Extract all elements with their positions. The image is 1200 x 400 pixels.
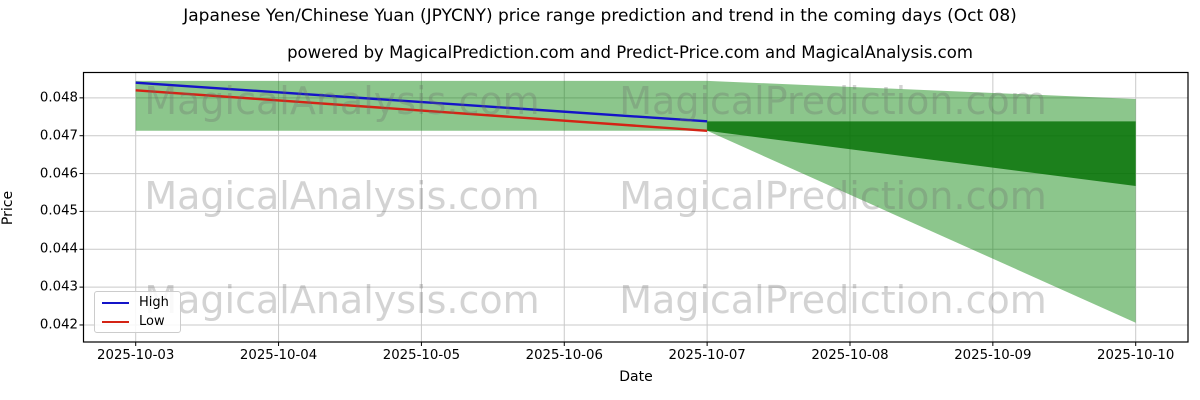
x-tick-label: 2025-10-10 xyxy=(1097,348,1175,363)
watermark-text: MagicalAnalysis.com xyxy=(144,278,540,322)
chart-title: Japanese Yen/Chinese Yuan (JPYCNY) price… xyxy=(183,6,1017,26)
y-tick-label: 0.044 xyxy=(39,241,78,257)
legend-entry-high: High xyxy=(102,295,180,310)
y-tick-label: 0.042 xyxy=(39,317,78,333)
high-line xyxy=(135,81,708,123)
x-tick-label: 2025-10-06 xyxy=(525,348,603,363)
high-line-swatch xyxy=(102,301,129,304)
x-tick-label: 2025-10-09 xyxy=(954,348,1032,363)
axes-border xyxy=(82,71,1189,343)
chart-subtitle: powered by MagicalPrediction.com and Pre… xyxy=(287,43,973,62)
x-tick-label: 2025-10-08 xyxy=(811,348,889,363)
watermark-text: MagicalPrediction.com xyxy=(619,174,1047,218)
x-axis-label: Date xyxy=(619,369,653,385)
x-tick-label: 2025-10-03 xyxy=(97,348,175,363)
y-tick-label: 0.045 xyxy=(39,203,78,219)
low-line xyxy=(135,89,708,132)
watermark-text: MagicalPrediction.com xyxy=(619,79,1047,123)
y-tick-label: 0.048 xyxy=(39,90,78,106)
watermark-text: MagicalPrediction.com xyxy=(619,278,1047,322)
low-line-swatch xyxy=(102,320,129,323)
y-tick-label: 0.043 xyxy=(39,279,78,295)
legend-label-low: Low xyxy=(139,314,165,329)
prediction-inner-band xyxy=(707,121,1136,187)
watermark-text: MagicalAnalysis.com xyxy=(144,174,540,218)
y-tick-label: 0.046 xyxy=(39,166,78,182)
legend: High Low xyxy=(94,291,181,333)
legend-label-high: High xyxy=(139,295,169,310)
y-tick-label: 0.047 xyxy=(39,128,78,144)
watermark-text: MagicalAnalysis.com xyxy=(144,79,540,123)
x-tick-label: 2025-10-04 xyxy=(239,348,318,363)
legend-entry-low: Low xyxy=(102,314,180,329)
x-tick-label: 2025-10-05 xyxy=(382,348,461,363)
x-tick-label: 2025-10-07 xyxy=(668,348,746,363)
